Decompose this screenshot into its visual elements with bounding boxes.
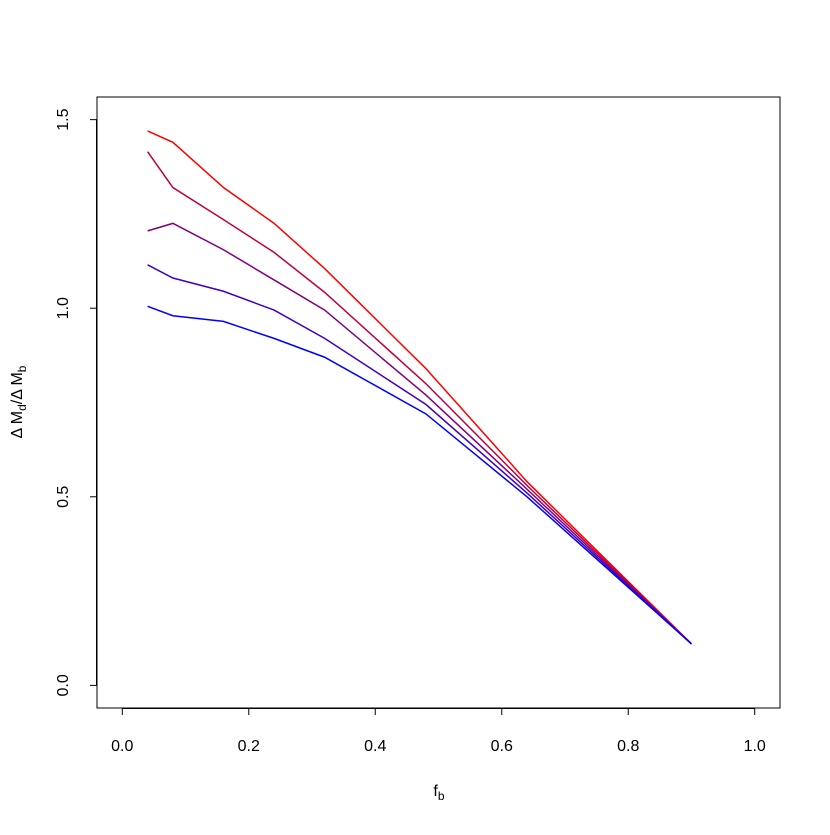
- x-tick-label: 1.0: [744, 738, 766, 755]
- y-label-part: b: [15, 365, 29, 372]
- y-tick-label: 1.5: [55, 108, 72, 130]
- series-line: [147, 222, 692, 645]
- series-line: [147, 305, 692, 645]
- x-tick-label: 0.0: [111, 738, 133, 755]
- x-tick-label: 0.4: [364, 738, 386, 755]
- y-label-part: Δ M: [9, 411, 26, 439]
- y-tick-label: 1.0: [55, 297, 72, 319]
- plot-frame: [96, 96, 781, 709]
- y-axis-label: Δ Md/Δ Mb: [9, 365, 29, 438]
- x-tick-label: 0.8: [617, 738, 639, 755]
- series-line: [147, 264, 692, 645]
- x-tick-label: 0.2: [238, 738, 260, 755]
- series-line: [147, 130, 692, 645]
- y-tick-label: 0.0: [55, 674, 72, 696]
- x-tick-label: 0.6: [491, 738, 513, 755]
- x-axis-label: fb: [433, 783, 444, 803]
- x-label-part: b: [438, 789, 445, 803]
- y-label-part: d: [15, 404, 29, 411]
- y-label-part: /Δ M: [9, 372, 26, 404]
- y-tick-label: 0.5: [55, 486, 72, 508]
- series-line: [146, 151, 692, 645]
- x-label-part: f: [433, 783, 438, 800]
